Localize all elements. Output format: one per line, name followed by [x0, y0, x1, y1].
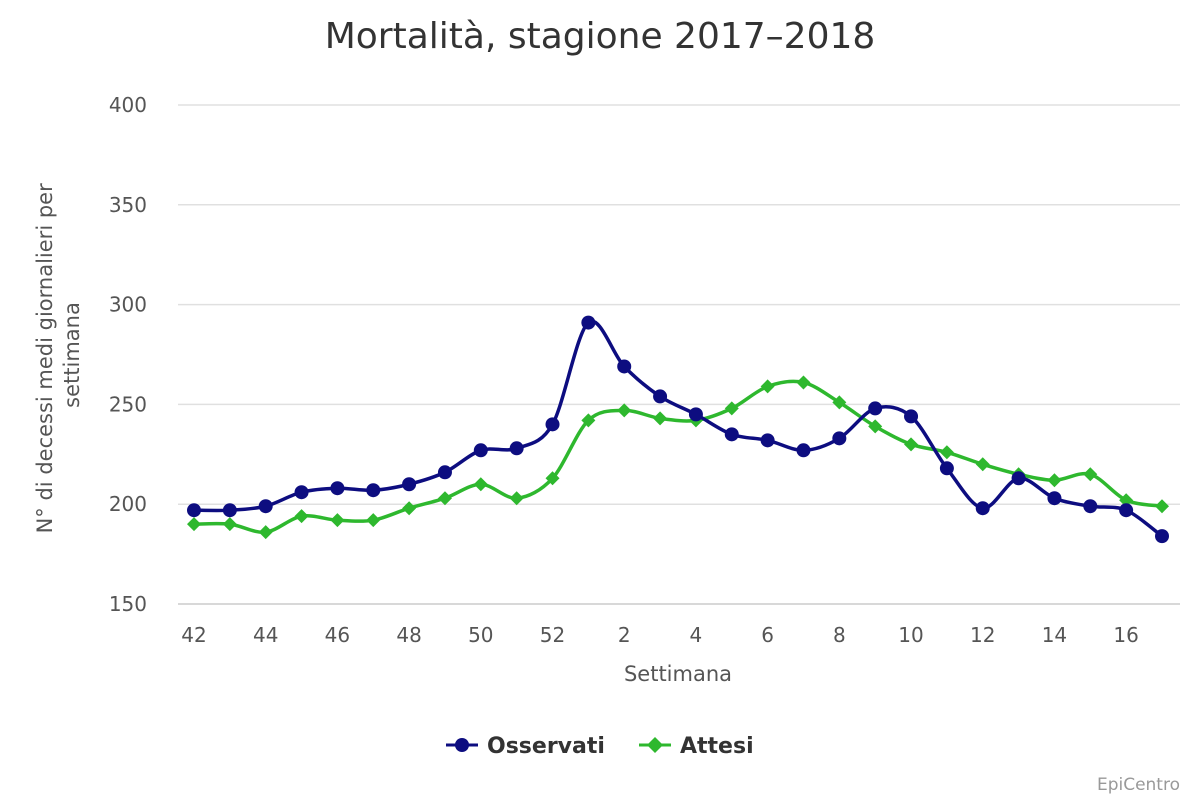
point-attesi-52[interactable]: [545, 471, 560, 486]
point-attesi-49[interactable]: [437, 491, 452, 506]
point-attesi-9[interactable]: [868, 419, 883, 434]
y-axis-title: N° di decessi medi giornalieri per setti…: [33, 177, 84, 534]
point-osservati-44[interactable]: [258, 499, 273, 514]
series-line-attesi: [193, 379, 1163, 534]
point-attesi-17[interactable]: [1155, 499, 1169, 514]
point-osservati-2[interactable]: [617, 359, 632, 374]
point-attesi-12[interactable]: [975, 457, 990, 472]
x-tick-label-46: 46: [325, 623, 350, 647]
point-attesi-2[interactable]: [617, 403, 632, 418]
point-attesi-47[interactable]: [366, 513, 381, 528]
point-osservati-14[interactable]: [1047, 491, 1062, 506]
point-osservati-51[interactable]: [509, 441, 524, 456]
point-attesi-46[interactable]: [330, 513, 345, 528]
svg-text:N° di decessi medi giornalieri: N° di decessi medi giornalieri per setti…: [33, 177, 84, 534]
y-tick-label-400: 400: [109, 93, 147, 117]
x-tick-label-8: 8: [833, 623, 846, 647]
point-attesi-45[interactable]: [294, 509, 309, 524]
x-tick-label-10: 10: [898, 623, 923, 647]
y-tick-label-250: 250: [109, 392, 147, 416]
point-osservati-8[interactable]: [832, 431, 847, 446]
legend: Osservati Attesi: [446, 734, 754, 759]
point-osservati-3[interactable]: [653, 389, 668, 404]
point-osservati-50[interactable]: [473, 443, 488, 458]
legend-item-osservati[interactable]: Osservati: [446, 734, 605, 759]
x-tick-label-52: 52: [540, 623, 565, 647]
point-attesi-3[interactable]: [653, 411, 668, 426]
point-osservati-6[interactable]: [760, 433, 775, 448]
point-osservati-1[interactable]: [581, 315, 596, 330]
x-tick-label-12: 12: [970, 623, 995, 647]
point-osservati-11[interactable]: [939, 461, 954, 476]
legend-marker-diamond-icon: [647, 737, 663, 753]
point-attesi-48[interactable]: [402, 501, 417, 516]
y-tick-label-200: 200: [109, 492, 147, 516]
point-osservati-5[interactable]: [724, 427, 739, 442]
point-attesi-50[interactable]: [473, 477, 488, 492]
point-osservati-15[interactable]: [1083, 499, 1098, 514]
x-axis-ticks: 42 44 46 48 50 52 2 4 6 8 10 12 14 16: [181, 623, 1139, 647]
point-osservati-43[interactable]: [222, 503, 237, 518]
y-axis-title-line-1: N° di decessi medi giornalieri per: [33, 183, 57, 533]
point-osservati-47[interactable]: [366, 483, 381, 498]
point-attesi-16[interactable]: [1119, 493, 1134, 508]
point-attesi-11[interactable]: [939, 445, 954, 460]
point-osservati-42[interactable]: [187, 503, 201, 518]
credit-text[interactable]: EpiCentro: [1097, 775, 1180, 795]
x-tick-label-16: 16: [1113, 623, 1138, 647]
point-attesi-15[interactable]: [1083, 467, 1098, 482]
point-attesi-42[interactable]: [187, 517, 201, 532]
point-osservati-46[interactable]: [330, 481, 345, 496]
legend-marker-circle-icon: [455, 738, 469, 752]
point-attesi-51[interactable]: [509, 491, 524, 506]
series-attesi: [187, 375, 1169, 540]
y-axis-title-line-2: settimana: [60, 302, 84, 408]
point-osservati-45[interactable]: [294, 485, 309, 500]
x-tick-label-2: 2: [618, 623, 631, 647]
legend-item-attesi[interactable]: Attesi: [639, 734, 754, 759]
y-tick-label-150: 150: [109, 592, 147, 616]
point-osservati-9[interactable]: [868, 401, 883, 416]
series-osservati: [187, 315, 1169, 544]
x-tick-label-4: 4: [690, 623, 703, 647]
x-tick-label-42: 42: [181, 623, 206, 647]
point-osservati-49[interactable]: [437, 465, 452, 480]
point-attesi-10[interactable]: [904, 437, 919, 452]
point-attesi-1[interactable]: [581, 413, 596, 428]
point-attesi-6[interactable]: [760, 379, 775, 394]
point-attesi-43[interactable]: [222, 517, 237, 532]
point-osservati-4[interactable]: [688, 407, 703, 422]
legend-label-attesi: Attesi: [680, 734, 754, 759]
point-attesi-8[interactable]: [832, 395, 847, 410]
point-osservati-7[interactable]: [796, 443, 811, 458]
x-tick-label-44: 44: [253, 623, 278, 647]
point-osservati-10[interactable]: [904, 409, 919, 424]
point-osservati-13[interactable]: [1011, 471, 1026, 486]
point-osservati-48[interactable]: [402, 477, 417, 492]
chart-title: Mortalità, stagione 2017–2018: [325, 16, 876, 57]
y-axis-ticks: 150 200 250 300 350 400: [109, 93, 147, 616]
x-axis-title: Settimana: [624, 662, 732, 686]
point-attesi-44[interactable]: [258, 525, 273, 540]
legend-label-osservati: Osservati: [487, 734, 605, 759]
x-tick-label-48: 48: [396, 623, 421, 647]
series-line-osservati: [193, 319, 1164, 538]
point-attesi-14[interactable]: [1047, 473, 1062, 488]
point-osservati-16[interactable]: [1119, 503, 1134, 518]
point-attesi-5[interactable]: [724, 401, 739, 416]
y-tick-label-300: 300: [109, 293, 147, 317]
grid: [178, 104, 1180, 605]
x-tick-label-50: 50: [468, 623, 493, 647]
point-osservati-17[interactable]: [1155, 529, 1169, 544]
x-tick-label-14: 14: [1042, 623, 1067, 647]
point-attesi-7[interactable]: [796, 375, 811, 390]
point-osservati-12[interactable]: [975, 501, 990, 516]
y-tick-label-350: 350: [109, 193, 147, 217]
series: [187, 315, 1169, 544]
x-tick-label-6: 6: [761, 623, 774, 647]
point-osservati-52[interactable]: [545, 417, 560, 432]
